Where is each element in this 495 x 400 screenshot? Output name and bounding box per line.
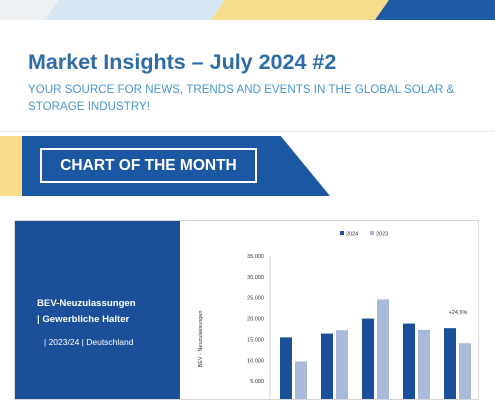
chart-card-heading: BEV-Neuzulassungen | Gewerbliche Halter — [37, 296, 177, 328]
legend-label-2024: 2024 — [346, 232, 358, 238]
band-yellow-segment — [210, 0, 404, 20]
y-tick-label: 10.000 — [247, 358, 264, 364]
chart-card-heading-line2: | Gewerbliche Halter — [37, 314, 130, 325]
section-divider — [0, 131, 495, 132]
y-tick-label: 25.000 — [247, 296, 264, 302]
y-axis-label: BEV - Neuzulassungen — [198, 311, 204, 368]
top-decorative-band — [0, 0, 495, 20]
chart-of-the-month-banner — [0, 136, 330, 196]
y-tick-label: 30.000 — [247, 275, 264, 281]
y-tick-label: 35.000 — [247, 254, 264, 260]
bar-2023-4 — [459, 343, 471, 399]
page-subtitle: YOUR SOURCE FOR NEWS, TRENDS AND EVENTS … — [28, 83, 455, 113]
banner-yellow-strip — [0, 136, 22, 196]
bar-2024-3 — [403, 323, 415, 399]
y-tick-label: 5.000 — [250, 379, 264, 385]
bar-2023-3 — [418, 329, 430, 399]
chart-card: BEV-Neuzulassungen | Gewerbliche Halter … — [14, 220, 479, 400]
chart-card-info-panel: BEV-Neuzulassungen | Gewerbliche Halter … — [15, 221, 180, 399]
page-title: Market Insights – July 2024 #2 — [28, 50, 337, 74]
chart-of-the-month-label: CHART OF THE MONTH — [40, 148, 257, 183]
band-dark-blue-segment — [374, 0, 495, 20]
bar-2023-0 — [295, 361, 307, 399]
legend-swatch-2023 — [370, 231, 374, 235]
legend-label-2023: 2023 — [376, 232, 388, 238]
chart-card-subheading: | 2023/24 | Deutschland — [44, 337, 134, 347]
bar-2024-0 — [280, 337, 292, 399]
bev-bar-chart-svg: 2024202305.00010.00015.00020.00025.00030… — [198, 231, 471, 399]
bar-2024-2 — [362, 318, 374, 399]
bar-2024-1 — [321, 333, 333, 399]
banner-blue-shape — [22, 136, 330, 196]
y-tick-label: 15.000 — [247, 337, 264, 343]
bar-2024-4 — [444, 328, 456, 399]
band-light-blue-segment — [44, 0, 240, 20]
legend-swatch-2024 — [340, 231, 344, 235]
y-tick-label: 20.000 — [247, 317, 264, 323]
chart-card-heading-line1: BEV-Neuzulassungen — [37, 298, 136, 309]
bar-2023-1 — [336, 330, 348, 399]
bev-bar-chart: 2024202305.00010.00015.00020.00025.00030… — [190, 226, 478, 399]
bar-2023-2 — [377, 299, 389, 399]
annotation-label: +24,6% — [449, 310, 468, 316]
